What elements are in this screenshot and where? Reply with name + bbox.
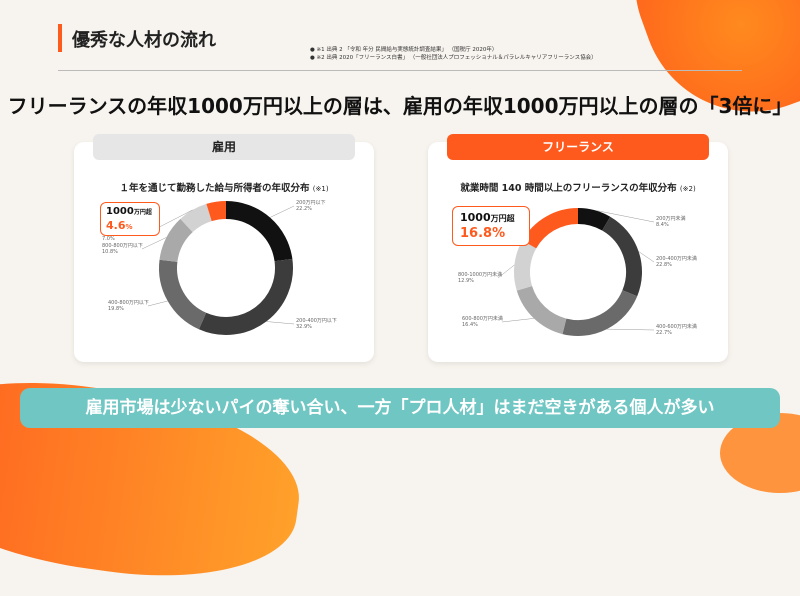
category-label: 200万円以下 <box>296 200 326 206</box>
tab-freelance: フリーランス <box>447 134 709 160</box>
callout-value-number: 16.8 <box>460 226 493 241</box>
value-label: 19.8% <box>108 306 124 312</box>
leader-line <box>266 321 295 325</box>
leader-line <box>141 237 167 250</box>
source-note-1: ● ※1 出典 2 「令和 年分 民間給与実態統計調査結果」 （国税庁 2020… <box>310 47 498 53</box>
category-label: 200-400万円以下 <box>296 318 337 324</box>
donut-slice <box>159 259 207 330</box>
category-label: 400-800万円以下 <box>108 300 149 306</box>
value-label: 22.8% <box>656 262 672 268</box>
donut-slice <box>562 289 638 336</box>
value-label: 32.9% <box>296 324 312 330</box>
tab-employment: 雇用 <box>93 134 355 160</box>
donut-slice <box>180 203 213 233</box>
freelance-callout: 1000万円超 16.8% <box>452 206 530 246</box>
source-note-2: ● ※2 出典 2020「フリーランス白書」 （一般社団法人プロフェッショナル＆… <box>310 55 597 61</box>
leader-line <box>606 328 655 331</box>
employment-chart-panel: １年を通じて勤務した給与所得者の年収分布 (※1) 200万円以下 22.2% 20… <box>74 142 374 362</box>
headline: フリーランスの年収1000万円以上の層は、雇用の年収1000万円以上の層の「3倍… <box>7 94 793 118</box>
title-accent-bar <box>58 24 62 52</box>
page-title: 優秀な人材の流れ <box>72 30 216 51</box>
chart-title-text: １年を通じて勤務した給与所得者の年収分布 <box>119 183 310 194</box>
donut-slice <box>514 240 537 291</box>
category-label: 200万円未満 <box>656 215 686 222</box>
value-label: 12.9% <box>458 278 474 284</box>
employment-donut-chart: 200万円以下22.2%200-400万円以下32.9%400-800万円以下1… <box>102 200 337 335</box>
donut-slice <box>206 201 227 222</box>
callout-number: 1000 <box>460 211 491 224</box>
callout-value-number: 4.6 <box>106 219 126 232</box>
category-label: 800-1000万円未満 <box>458 271 502 278</box>
employment-callout: 1000万円超 4.6% <box>100 202 160 236</box>
header-divider <box>58 70 742 71</box>
freelance-chart-panel: 就業時間 140 時間以上のフリーランスの年収分布 (※2) 200万円未満 8.… <box>428 142 728 362</box>
source-notes: ● ※1 出典 2 「令和 年分 民間給与実態統計調査結果」 （国税庁 2020… <box>310 46 597 62</box>
value-label: 7.0% <box>102 236 115 242</box>
leader-line <box>269 205 295 218</box>
callout-pct: % <box>492 226 506 241</box>
chart-note: (※2) <box>679 185 696 193</box>
leader-line <box>147 300 168 307</box>
value-label: 16.4% <box>462 322 478 328</box>
header: 優秀な人材の流れ ● ※1 出典 2 「令和 年分 民間給与実態統計調査結果」 … <box>0 0 800 71</box>
callout-label: 1000万円超 <box>106 206 152 217</box>
donut-slice <box>601 216 642 297</box>
value-label: 10.8% <box>102 249 118 255</box>
donut-slice <box>577 208 611 231</box>
donut-slice <box>198 258 293 335</box>
callout-number: 1000 <box>106 206 134 217</box>
donut-slice <box>522 208 579 249</box>
value-label: 8.4% <box>656 222 669 228</box>
callout-value: 4.6% <box>106 219 133 232</box>
bottom-banner: 雇用市場は少ないパイの奪い合い、一方「プロ人材」はまだ空きがある個人が多い <box>20 388 780 428</box>
callout-pct: % <box>125 223 133 231</box>
donut-slice <box>516 285 567 335</box>
leader-line <box>497 264 515 279</box>
category-label: 400-600万円未満 <box>656 323 697 330</box>
callout-value: 16.8% <box>460 226 505 241</box>
value-label: 22.2% <box>296 206 312 212</box>
category-label: 200-400万円未満 <box>656 255 697 262</box>
category-label: 600-800万円未満 <box>462 315 503 322</box>
chart-title: １年を通じて勤務した給与所得者の年収分布 (※1) <box>74 180 374 194</box>
donut-slice <box>225 201 293 262</box>
callout-label: 1000万円超 <box>460 211 515 224</box>
chart-title: 就業時間 140 時間以上のフリーランスの年収分布 (※2) <box>428 180 728 194</box>
category-label: 800-800万円以下 <box>102 243 143 249</box>
value-label: 22.7% <box>656 330 672 336</box>
callout-unit: 万円超 <box>490 214 515 223</box>
leader-line <box>594 209 655 223</box>
leader-line <box>501 318 534 323</box>
leader-line <box>638 251 655 263</box>
chart-title-text: 就業時間 140 時間以上のフリーランスの年収分布 <box>460 183 677 194</box>
callout-unit: 万円超 <box>133 209 152 216</box>
donut-slice <box>159 218 193 263</box>
chart-note: (※1) <box>312 185 329 193</box>
